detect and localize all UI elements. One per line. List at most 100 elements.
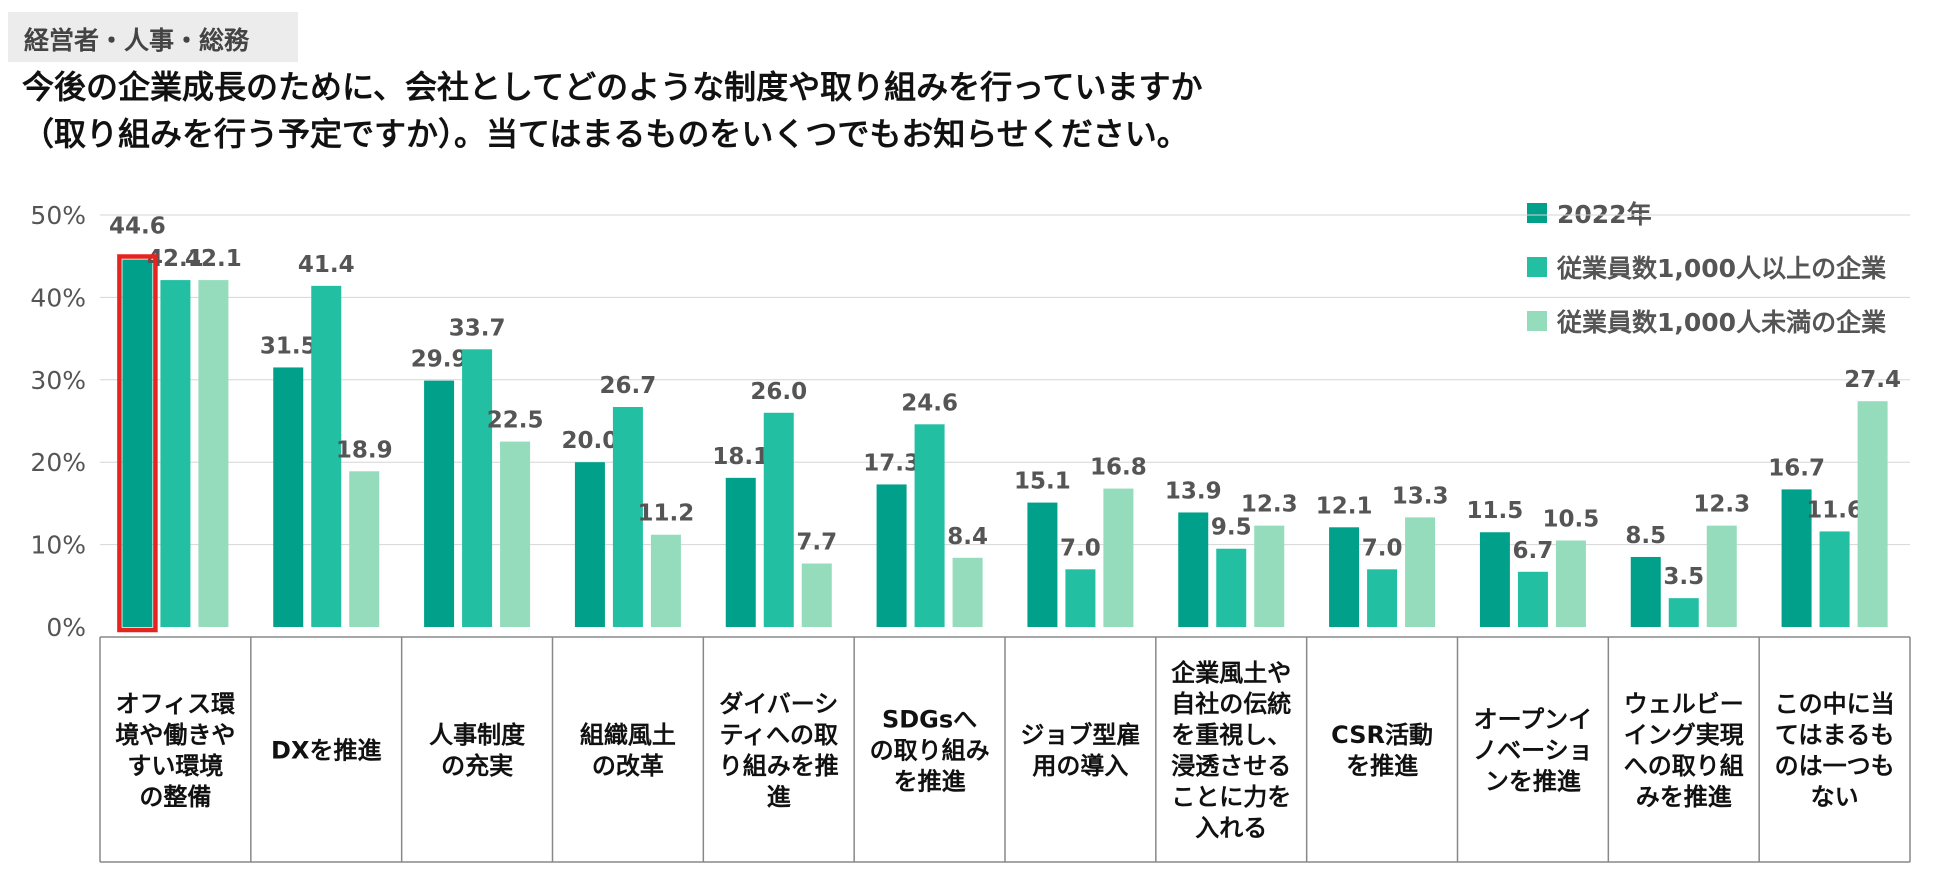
category-label-line: オープンイ	[1474, 706, 1593, 734]
value-label: 18.9	[336, 437, 393, 463]
value-label: 3.5	[1663, 564, 1704, 590]
value-label: 41.4	[298, 252, 355, 278]
category-label: オフィス環境や働きやすい環境の整備	[115, 690, 236, 811]
bar-series1-cat2	[462, 349, 493, 627]
bar-series0-cat9	[1479, 532, 1510, 627]
value-label: 7.0	[1060, 535, 1101, 561]
bar-series2-cat8	[1405, 517, 1436, 627]
y-tick-label: 50%	[30, 201, 86, 230]
highlight-frame	[117, 254, 158, 633]
bar-series1-cat3	[612, 406, 643, 627]
category-label-line: この中に当	[1775, 690, 1895, 718]
category-label-line: のは一つも	[1775, 752, 1895, 780]
value-label: 11.6	[1806, 497, 1863, 523]
category-label-line: の改革	[592, 752, 664, 780]
category-label-line: DXを推進	[271, 737, 381, 765]
category-label-line: ダイバーシ	[719, 690, 838, 718]
category-label: DXを推進	[271, 737, 381, 765]
category-label: この中に当てはまるものは一つもない	[1775, 690, 1895, 811]
value-label: 26.7	[600, 373, 657, 399]
bar-series2-cat11	[1857, 401, 1888, 627]
y-tick-label: 20%	[30, 448, 86, 477]
bar-series1-cat10	[1668, 598, 1699, 627]
legend-swatch-small-companies	[1527, 311, 1547, 331]
bar-series0-cat2	[424, 380, 455, 627]
category-label-line: 入れる	[1195, 814, 1267, 842]
value-label: 6.7	[1513, 538, 1554, 564]
category-label-line: を重視し、	[1171, 721, 1291, 749]
bar-series0-cat0	[122, 259, 153, 627]
value-label: 12.3	[1241, 492, 1298, 518]
bar-series2-cat9	[1555, 540, 1586, 627]
category-badge: 経営者・人事・総務	[8, 12, 298, 62]
chart-title: 今後の企業成長のために、会社としてどのような制度や取り組みを行っていますか （取…	[22, 64, 1202, 158]
bar-series2-cat5	[952, 557, 983, 627]
value-label: 11.2	[638, 501, 695, 527]
y-tick-label: 10%	[30, 531, 86, 560]
category-label-line: すい環境	[127, 752, 223, 780]
bar-series1-cat8	[1367, 569, 1398, 627]
bar-series0-cat10	[1630, 556, 1661, 627]
value-label: 29.9	[411, 347, 468, 373]
category-label-line: の充実	[441, 752, 513, 780]
bar-series1-cat7	[1216, 548, 1247, 627]
category-label-line: 進	[767, 783, 791, 811]
value-label: 22.5	[487, 408, 544, 434]
category-label: 組織風土の改革	[580, 721, 676, 780]
category-label-line: みを推進	[1636, 783, 1732, 811]
bar-series1-cat9	[1517, 571, 1548, 627]
title-line-2: （取り組みを行う予定ですか）。当てはまるものをいくつでもお知らせください。	[22, 115, 1189, 153]
value-label: 31.5	[260, 333, 317, 359]
category-label-line: オフィス環	[116, 690, 237, 718]
value-label: 24.6	[901, 390, 958, 416]
bar-series1-cat11	[1819, 531, 1850, 627]
value-label: 15.1	[1014, 469, 1071, 495]
category-label: ジョブ型雇用の導入	[1020, 721, 1140, 780]
legend-swatch-large-companies	[1527, 257, 1547, 277]
value-label: 33.7	[449, 315, 506, 341]
bar-series2-cat2	[500, 441, 531, 627]
legend-item-large-companies: 従業員数1,000人以上の企業	[1527, 247, 1886, 287]
bar-series1-cat0	[160, 280, 191, 627]
value-label: 13.3	[1392, 483, 1449, 509]
category-label: SDGsへの取り組みを推進	[870, 706, 990, 796]
value-label: 17.3	[863, 450, 920, 476]
bar-series2-cat4	[801, 563, 832, 627]
bar-series2-cat7	[1254, 525, 1285, 627]
category-label: 人事制度の充実	[429, 721, 526, 780]
category-label-line: CSR活動	[1331, 721, 1433, 749]
value-label: 42.1	[185, 246, 242, 272]
value-label: 27.4	[1844, 367, 1901, 393]
category-label-line: り組みを推	[719, 752, 839, 780]
category-label: 企業風土や自社の伝統を重視し、浸透させることに力を入れる	[1171, 659, 1291, 842]
value-label: 16.7	[1768, 455, 1825, 481]
value-label: 44.6	[109, 213, 166, 239]
y-tick-label: 40%	[30, 283, 86, 312]
y-tick-label: 0%	[46, 613, 86, 642]
category-label: オープンイノベーションを推進	[1473, 706, 1593, 796]
bar-series0-cat7	[1178, 512, 1209, 627]
category-label-line: を推進	[1346, 752, 1418, 780]
value-label: 7.0	[1362, 535, 1403, 561]
value-label: 9.5	[1211, 515, 1252, 541]
value-label: 20.0	[562, 428, 619, 454]
bar-series1-cat4	[763, 412, 794, 627]
bar-series2-cat1	[349, 471, 380, 627]
bar-series2-cat0	[198, 280, 229, 627]
bar-series0-cat6	[1027, 502, 1058, 627]
title-line-1: 今後の企業成長のために、会社としてどのような制度や取り組みを行っていますか	[22, 68, 1203, 106]
value-label: 13.9	[1165, 478, 1222, 504]
category-label-line: 境や働きや	[115, 721, 235, 749]
category-label-line: の取り組み	[870, 737, 990, 765]
badge-label: 経営者・人事・総務	[24, 26, 250, 55]
category-label-line: の整備	[139, 783, 211, 811]
bar-series0-cat8	[1329, 527, 1360, 627]
value-label: 8.5	[1625, 523, 1666, 549]
bar-series1-cat6	[1065, 569, 1096, 627]
bar-series0-cat5	[876, 484, 907, 627]
category-label: CSR活動を推進	[1331, 721, 1433, 780]
category-label-line: ンを推進	[1485, 768, 1581, 796]
value-label: 8.4	[947, 524, 988, 550]
category-label-line: 自社の伝統	[1171, 690, 1291, 718]
